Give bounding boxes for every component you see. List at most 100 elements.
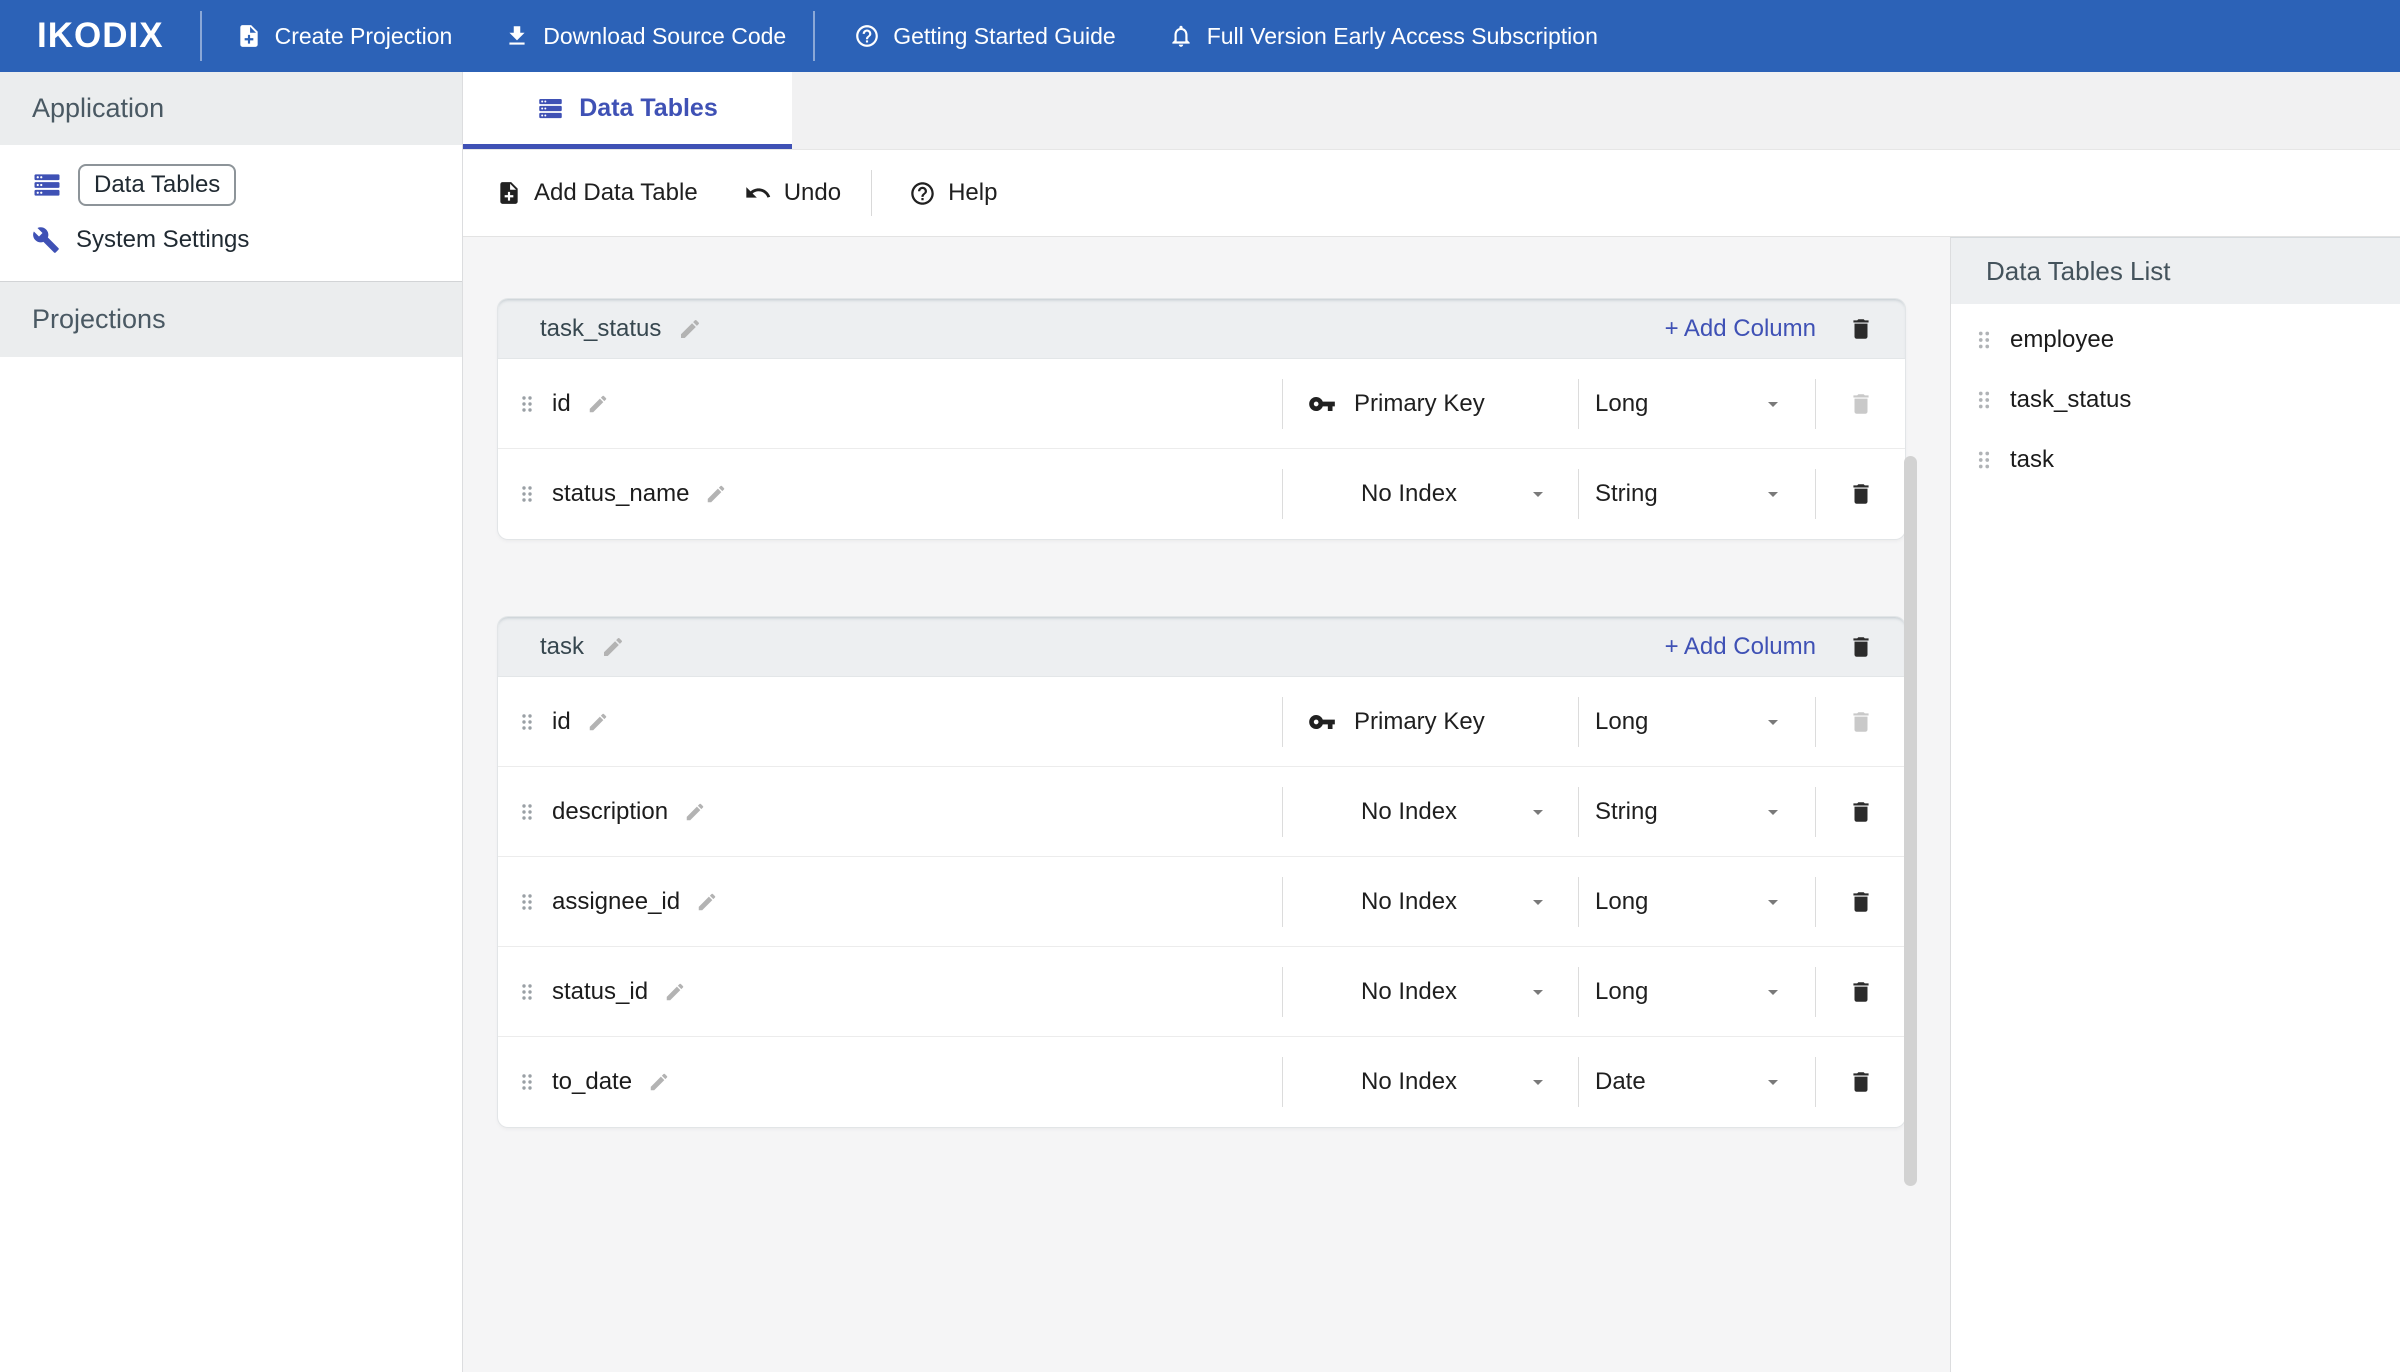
help-label: Help [948, 179, 998, 206]
vertical-scrollbar[interactable] [1904, 456, 1917, 1186]
type-select[interactable]: Date [1579, 1037, 1815, 1127]
edit-column-icon[interactable] [705, 483, 727, 505]
type-select[interactable]: Long [1579, 359, 1815, 448]
add-column-button[interactable]: + Add Column [1664, 314, 1816, 342]
index-select[interactable]: No Index [1283, 1037, 1578, 1127]
list-item-label: task_status [2010, 386, 2132, 413]
cell-divider [1815, 786, 1816, 837]
drag-handle-icon[interactable] [515, 890, 539, 914]
edit-column-icon[interactable] [684, 801, 706, 823]
column-row-description: description No Index String [498, 767, 1905, 857]
type-select[interactable]: Long [1579, 857, 1815, 946]
data-tables-icon [537, 95, 564, 122]
delete-column-button[interactable] [1848, 1069, 1874, 1095]
create-projection-label: Create Projection [274, 22, 453, 49]
type-label: Date [1595, 1068, 1646, 1095]
drag-handle-icon[interactable] [1971, 327, 1997, 353]
topbar: IKODIX Create Projection Download Source… [0, 0, 2400, 72]
trash-icon [1848, 634, 1874, 660]
drag-handle-icon[interactable] [515, 980, 539, 1004]
type-select[interactable]: String [1579, 449, 1815, 539]
cell-divider [1815, 469, 1816, 519]
drag-handle-icon[interactable] [515, 392, 539, 416]
cell-divider [1282, 1057, 1283, 1107]
column-name: status_id [552, 977, 649, 1005]
topbar-divider [199, 11, 202, 61]
table-card-header: task_status + Add Column [498, 299, 1905, 359]
create-projection-button[interactable]: Create Projection [236, 22, 453, 50]
data-tables-list-panel: Data Tables List employee task_status [1950, 237, 2400, 1372]
trash-icon [1848, 316, 1874, 342]
type-select[interactable]: Long [1579, 947, 1815, 1036]
edit-column-icon[interactable] [664, 981, 686, 1003]
drag-handle-icon[interactable] [515, 482, 539, 506]
key-icon [1308, 708, 1336, 736]
list-item-employee[interactable]: employee [1951, 310, 2400, 370]
delete-table-button[interactable] [1848, 634, 1874, 660]
index-label: No Index [1361, 977, 1458, 1005]
download-source-code-button[interactable]: Download Source Code [504, 23, 786, 50]
drag-handle-icon[interactable] [515, 710, 539, 734]
type-select[interactable]: String [1579, 767, 1815, 856]
cell-divider [1282, 469, 1283, 519]
cell-divider [1815, 876, 1816, 927]
cell-divider [1282, 786, 1283, 837]
cell-divider [1282, 876, 1283, 927]
help-button[interactable]: Help [909, 179, 997, 207]
drag-handle-icon[interactable] [1971, 387, 1997, 413]
cell-divider [1578, 1057, 1579, 1107]
cell-divider [1815, 378, 1816, 429]
index-select[interactable]: No Index [1283, 947, 1578, 1036]
type-label: Long [1595, 887, 1649, 915]
list-item-task[interactable]: task [1951, 430, 2400, 490]
edit-table-name-icon[interactable] [601, 635, 625, 659]
sidebar-item-data-tables[interactable]: Data Tables [0, 157, 462, 212]
delete-column-button[interactable] [1848, 889, 1874, 915]
add-data-table-button[interactable]: Add Data Table [496, 179, 698, 207]
delete-column-button [1848, 709, 1874, 735]
undo-button[interactable]: Undo [744, 179, 841, 207]
edit-column-icon[interactable] [648, 1071, 670, 1093]
column-name: to_date [552, 1068, 633, 1095]
app-logo: IKODIX [37, 16, 164, 55]
trash-icon [1848, 709, 1874, 735]
drag-handle-icon[interactable] [1971, 447, 1997, 473]
chevron-down-icon [1761, 800, 1785, 824]
add-column-button[interactable]: + Add Column [1664, 632, 1816, 660]
subscription-button[interactable]: Full Version Early Access Subscription [1168, 23, 1598, 50]
type-select[interactable]: Long [1579, 677, 1815, 766]
cell-divider [1578, 469, 1579, 519]
list-item-task_status[interactable]: task_status [1951, 370, 2400, 430]
edit-table-name-icon[interactable] [678, 317, 702, 341]
trash-icon [1848, 391, 1874, 417]
column-name: id [552, 707, 571, 735]
sidebar-section-projections: Projections [0, 281, 462, 357]
column-row-to_date: to_date No Index Date [498, 1037, 1905, 1127]
delete-table-button[interactable] [1848, 316, 1874, 342]
delete-column-button[interactable] [1848, 979, 1874, 1005]
tab-data-tables[interactable]: Data Tables [463, 72, 792, 149]
index-select[interactable]: No Index [1283, 857, 1578, 946]
index-select[interactable]: No Index [1283, 449, 1578, 539]
sidebar-item-system-settings[interactable]: System Settings [0, 212, 462, 267]
chevron-down-icon [1761, 392, 1785, 416]
drag-handle-icon[interactable] [515, 800, 539, 824]
chevron-down-icon [1526, 980, 1550, 1004]
getting-started-guide-button[interactable]: Getting Started Guide [854, 23, 1116, 50]
key-icon [1308, 390, 1336, 418]
delete-column-button[interactable] [1848, 799, 1874, 825]
column-name: id [552, 389, 571, 417]
chevron-down-icon [1761, 482, 1785, 506]
edit-column-icon[interactable] [587, 711, 609, 733]
edit-column-icon[interactable] [696, 891, 718, 913]
drag-handle-icon[interactable] [515, 1070, 539, 1094]
edit-column-icon[interactable] [587, 393, 609, 415]
column-row-id: id Primary Key Long [498, 359, 1905, 449]
delete-column-button[interactable] [1848, 481, 1874, 507]
column-row-status_name: status_name No Index String [498, 449, 1905, 539]
chevron-down-icon [1761, 890, 1785, 914]
help-icon [854, 23, 880, 49]
chevron-down-icon [1761, 710, 1785, 734]
index-select[interactable]: No Index [1283, 767, 1578, 856]
